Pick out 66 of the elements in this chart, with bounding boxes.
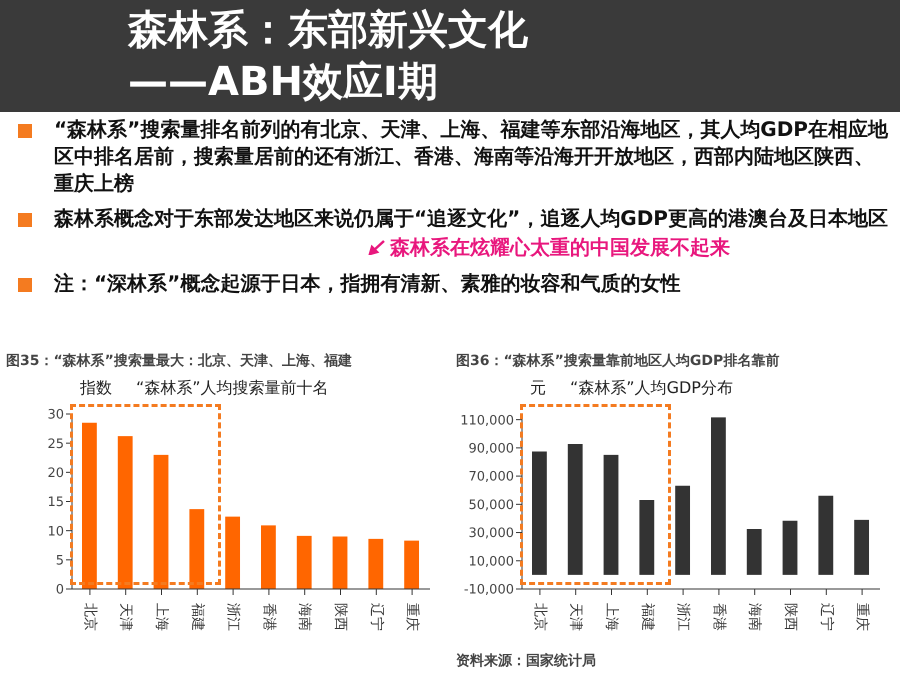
y-axis-title: 指数 xyxy=(80,378,112,397)
x-tick-label: 上海 xyxy=(154,603,170,631)
bar xyxy=(675,486,690,575)
chart-subtitle: “森林系”人均搜索量前十名 xyxy=(136,378,329,397)
bar xyxy=(782,520,798,575)
x-tick-label: 重庆 xyxy=(404,603,420,631)
y-axis-title: 元 xyxy=(530,378,546,397)
bar xyxy=(568,444,583,575)
x-tick-label: 浙江 xyxy=(225,603,242,631)
bar xyxy=(261,525,276,589)
text: 森林系：东部新兴文化 ——ABH效应I期 xyxy=(128,6,528,107)
y-tick-label: 10,000 xyxy=(468,554,514,570)
bar xyxy=(225,516,240,589)
y-tick-label: -10,000 xyxy=(464,582,514,598)
x-tick-label: 福建 xyxy=(189,603,206,631)
y-tick-label: 0 xyxy=(56,582,64,598)
x-tick-label: 重庆 xyxy=(854,603,870,631)
bar xyxy=(854,520,870,575)
bar xyxy=(368,538,384,589)
bar xyxy=(296,536,312,589)
x-tick-label: 海南 xyxy=(296,603,313,631)
bar xyxy=(82,422,97,589)
x-tick-label: 浙江 xyxy=(675,603,692,631)
y-tick-label: 15 xyxy=(47,495,64,510)
x-tick-label: 北京 xyxy=(532,603,548,631)
bar xyxy=(639,500,654,575)
y-tick-label: 30 xyxy=(47,408,64,423)
chart-title: 图35：“森林系”搜索量最大：北京、天津、上海、福建 xyxy=(6,352,353,370)
y-tick-label: 90,000 xyxy=(468,441,514,456)
y-tick-label: 50,000 xyxy=(468,498,514,513)
x-tick-label: 天津 xyxy=(118,603,134,631)
y-tick-label: 5 xyxy=(56,553,64,568)
y-tick-label: 30,000 xyxy=(468,526,514,542)
x-tick-label: 北京 xyxy=(82,603,98,631)
y-tick-label: 10 xyxy=(47,524,64,540)
y-tick-label: 70,000 xyxy=(468,470,514,485)
bar xyxy=(818,496,834,575)
text: 注：“深林系”概念起源于日本，指拥有清新、素雅的妆容和气质的女性 xyxy=(54,270,680,297)
bar xyxy=(604,454,618,575)
bar xyxy=(711,417,726,575)
x-tick-label: 福建 xyxy=(639,603,656,631)
y-tick-label: 20 xyxy=(47,466,64,481)
text: 资料来源：国家统计局 xyxy=(456,652,596,670)
x-tick-label: 香港 xyxy=(710,603,727,631)
bar xyxy=(189,509,204,589)
bar xyxy=(404,540,420,589)
x-tick-label: 海南 xyxy=(746,603,763,631)
x-tick-label: 上海 xyxy=(604,603,620,631)
x-tick-label: 陕西 xyxy=(332,603,348,631)
y-tick-label: 110,000 xyxy=(460,413,514,428)
x-tick-label: 辽宁 xyxy=(368,603,384,631)
bar xyxy=(332,536,348,589)
bar xyxy=(118,436,133,589)
x-tick-label: 天津 xyxy=(568,603,584,631)
y-tick-label: 25 xyxy=(47,436,64,452)
text: “森林系”搜索量排名前列的有北京、天津、上海、福建等东部沿海地区，其人均GDP在相应地区中排名居前，搜索量居前的还有浙江、香港、海南等沿海开开放地区，西部内陆地区陕西、重庆上榜 xyxy=(54,116,888,197)
bar xyxy=(532,452,547,575)
x-tick-label: 陕西 xyxy=(782,603,798,631)
chart-subtitle: “森林系”人均GDP分布 xyxy=(570,378,733,397)
x-tick-label: 辽宁 xyxy=(818,603,834,631)
bar xyxy=(746,529,762,575)
text: 森林系在炫耀心太重的中国发展不起来 xyxy=(390,234,730,260)
chart-title: 图36：“森林系”搜索量靠前地区人均GDP排名靠前 xyxy=(456,352,780,370)
bar xyxy=(154,454,168,589)
text: 森林系概念对于东部发达地区来说仍属于“追逐文化”，追逐人均GDP更高的港澳台及日本地区 xyxy=(54,205,888,232)
x-tick-label: 香港 xyxy=(260,603,277,631)
